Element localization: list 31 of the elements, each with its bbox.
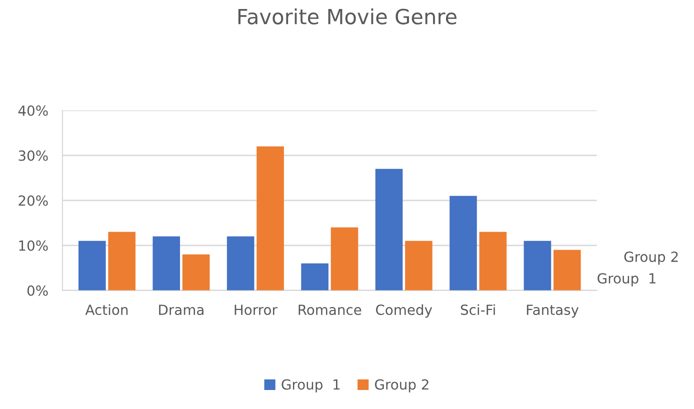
y-tick-label: 0% [27,285,48,296]
bar [553,250,581,290]
text: Group 2 [624,252,678,265]
y-tick-label: 10% [19,240,48,251]
bar [226,236,254,290]
x-tick-label: Comedy [376,304,432,318]
bar [330,227,358,290]
legend-label: Group 1 [282,379,340,392]
bar [301,263,328,290]
chart-title: Favorite Movie Genre [238,8,457,24]
bar [524,240,552,290]
bar [152,236,180,290]
x-tick-label: Sci-Fi [460,304,495,316]
bar [375,168,403,290]
bar [450,196,477,290]
y-tick-label: 20% [18,195,48,206]
x-tick-label: Romance [298,304,362,316]
y-tick-label: 30% [18,150,48,161]
bar [256,146,284,290]
text: Group 1 [598,273,656,286]
bar [182,254,210,290]
bar [405,240,432,290]
bar [78,240,106,290]
bar [479,232,507,290]
legend-label: Group 2 [374,379,428,392]
bar [108,232,136,290]
x-tick-label: Fantasy [526,304,579,318]
x-tick-label: Action [85,304,128,316]
x-tick-label: Horror [234,304,278,316]
y-tick-label: 40% [18,105,48,116]
x-tick-label: Drama [159,304,204,316]
